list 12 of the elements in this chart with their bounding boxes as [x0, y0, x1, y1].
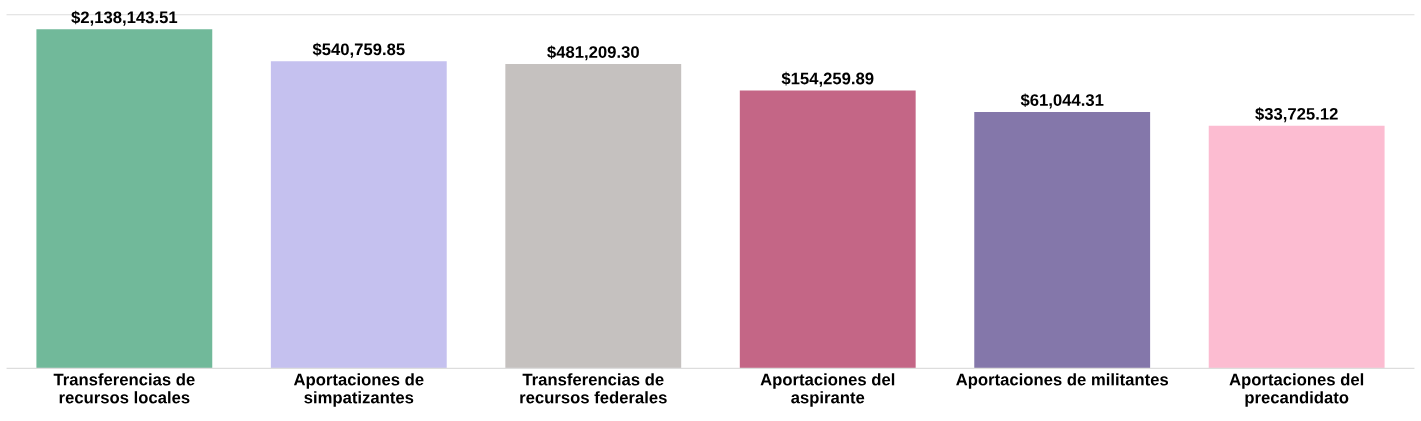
data-label: $481,209.30 [547, 45, 639, 61]
data-label: $154,259.89 [781, 71, 874, 87]
data-label: $61,044.31 [1020, 93, 1104, 109]
x-tick-label: Aportaciones de militantes [956, 373, 1169, 389]
data-label: $540,759.85 [312, 42, 405, 58]
x-tick-label: Transferencias de recursos federales [520, 373, 667, 404]
x-tick-label: Aportaciones del precandidato [1229, 373, 1364, 407]
x-tick-label: Aportaciones del aspirante [760, 373, 895, 407]
x-tick-label: Aportaciones de simpatizantes [293, 373, 424, 407]
data-label: $2,138,143.51 [71, 10, 178, 26]
data-label: $33,725.12 [1255, 107, 1338, 123]
x-tick-label: Transferencias de recursos locales [53, 373, 195, 404]
